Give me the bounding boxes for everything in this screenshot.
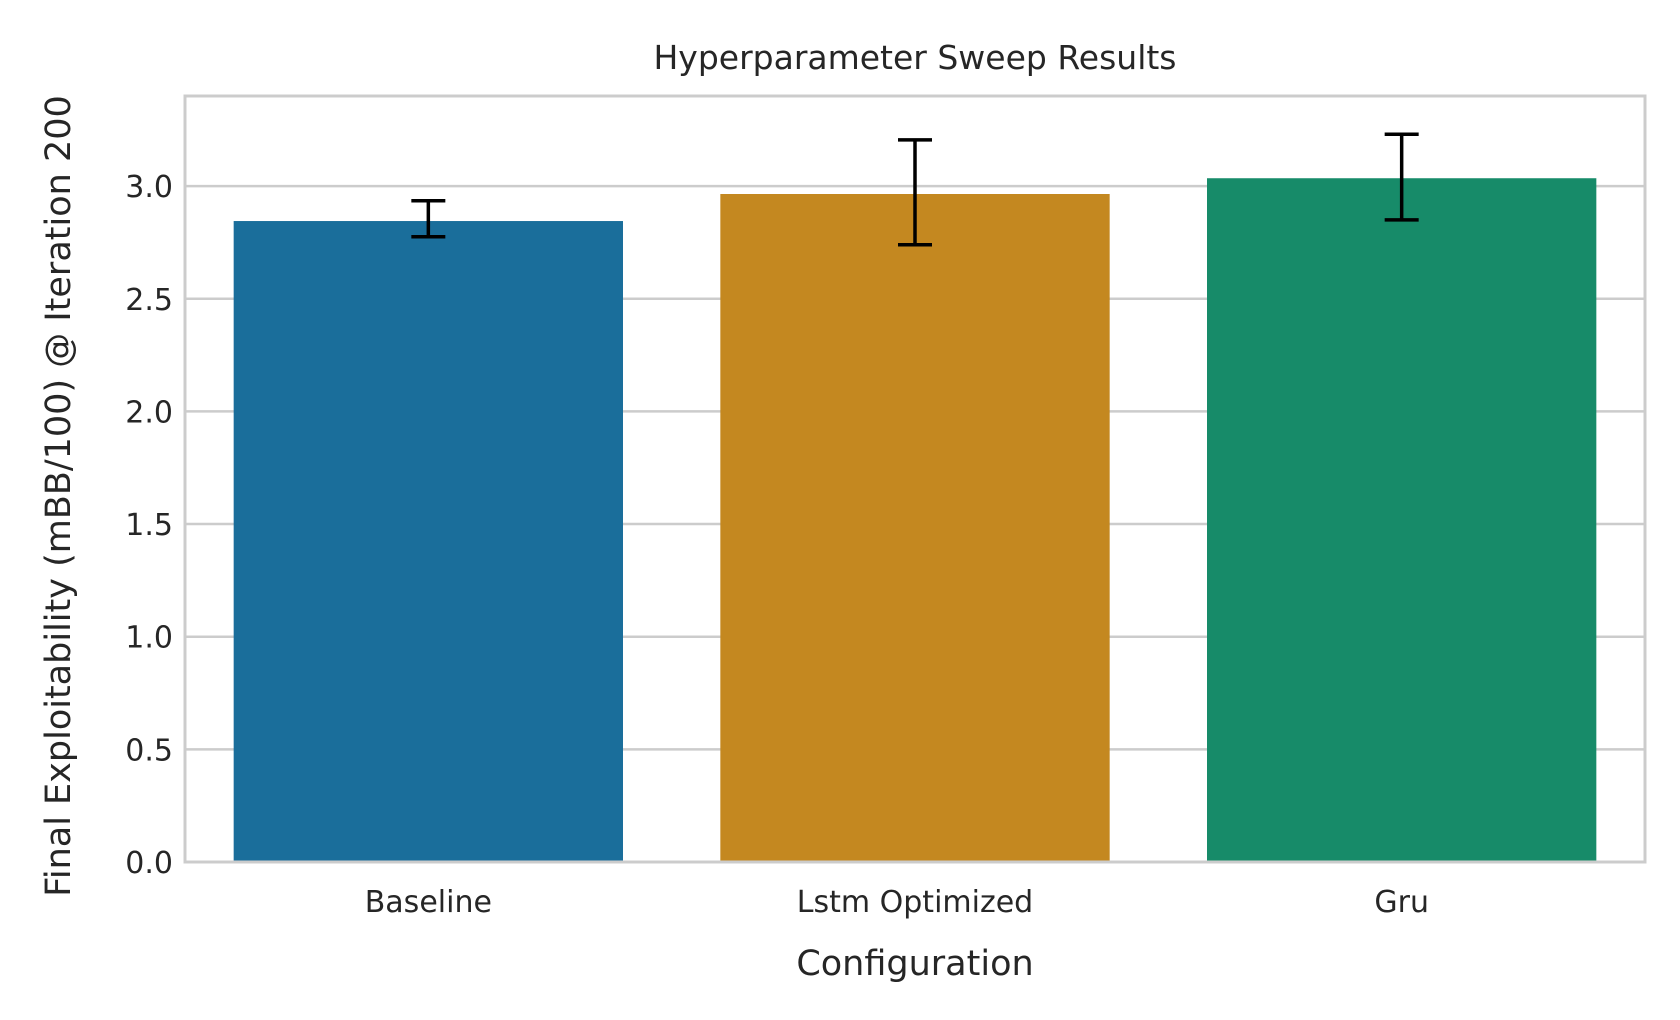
bar — [1207, 178, 1597, 862]
x-tick-label: Baseline — [365, 885, 492, 920]
chart-title: Hyperparameter Sweep Results — [653, 38, 1176, 77]
error-bars — [411, 132, 1419, 247]
y-tick-label: 3.0 — [125, 170, 173, 205]
x-tick-labels: Baseline Lstm Optimized Gru — [365, 885, 1429, 920]
x-tick-label: Gru — [1374, 885, 1429, 920]
y-axis-label: Final Exploitability (mBB/100) @ Iterati… — [39, 95, 79, 896]
y-tick-label: 1.5 — [125, 508, 173, 543]
bar — [233, 221, 623, 863]
plot-frame — [183, 94, 1647, 864]
x-axis-label: Configuration — [796, 944, 1033, 984]
y-tick-labels: 0.0 0.5 1.0 1.5 2.0 2.5 3.0 — [125, 170, 173, 881]
x-tick-label: Lstm Optimized — [797, 885, 1033, 920]
y-tick-label: 1.0 — [125, 621, 173, 656]
y-tick-label: 0.5 — [125, 733, 173, 768]
y-tick-label: 0.0 — [125, 846, 173, 881]
y-tick-label: 2.5 — [125, 283, 173, 318]
y-tick-label: 2.0 — [125, 395, 173, 430]
bar — [720, 194, 1110, 863]
bars — [233, 178, 1597, 863]
